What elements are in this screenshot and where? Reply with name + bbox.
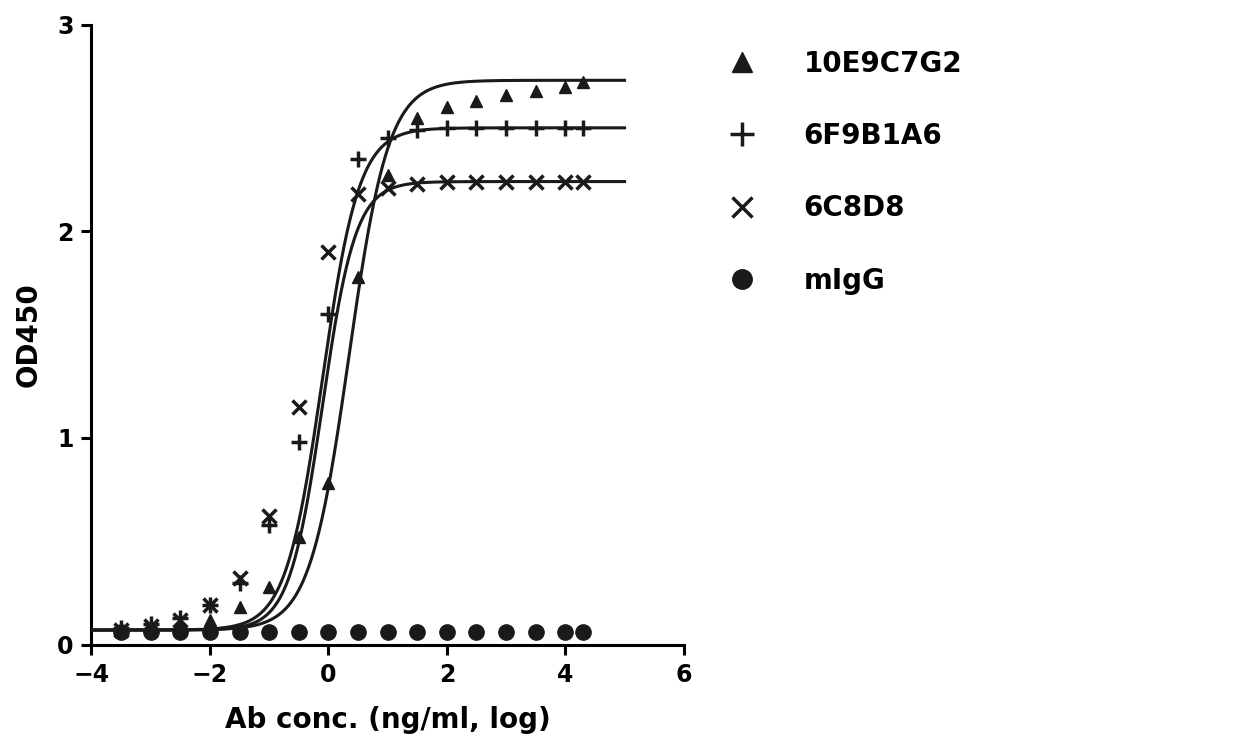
Y-axis label: OD450: OD450 <box>15 282 43 387</box>
Legend: 10E9C7G2, 6F9B1A6, 6C8D8, mIgG: 10E9C7G2, 6F9B1A6, 6C8D8, mIgG <box>703 38 973 306</box>
X-axis label: Ab conc. (ng/ml, log): Ab conc. (ng/ml, log) <box>224 706 551 734</box>
